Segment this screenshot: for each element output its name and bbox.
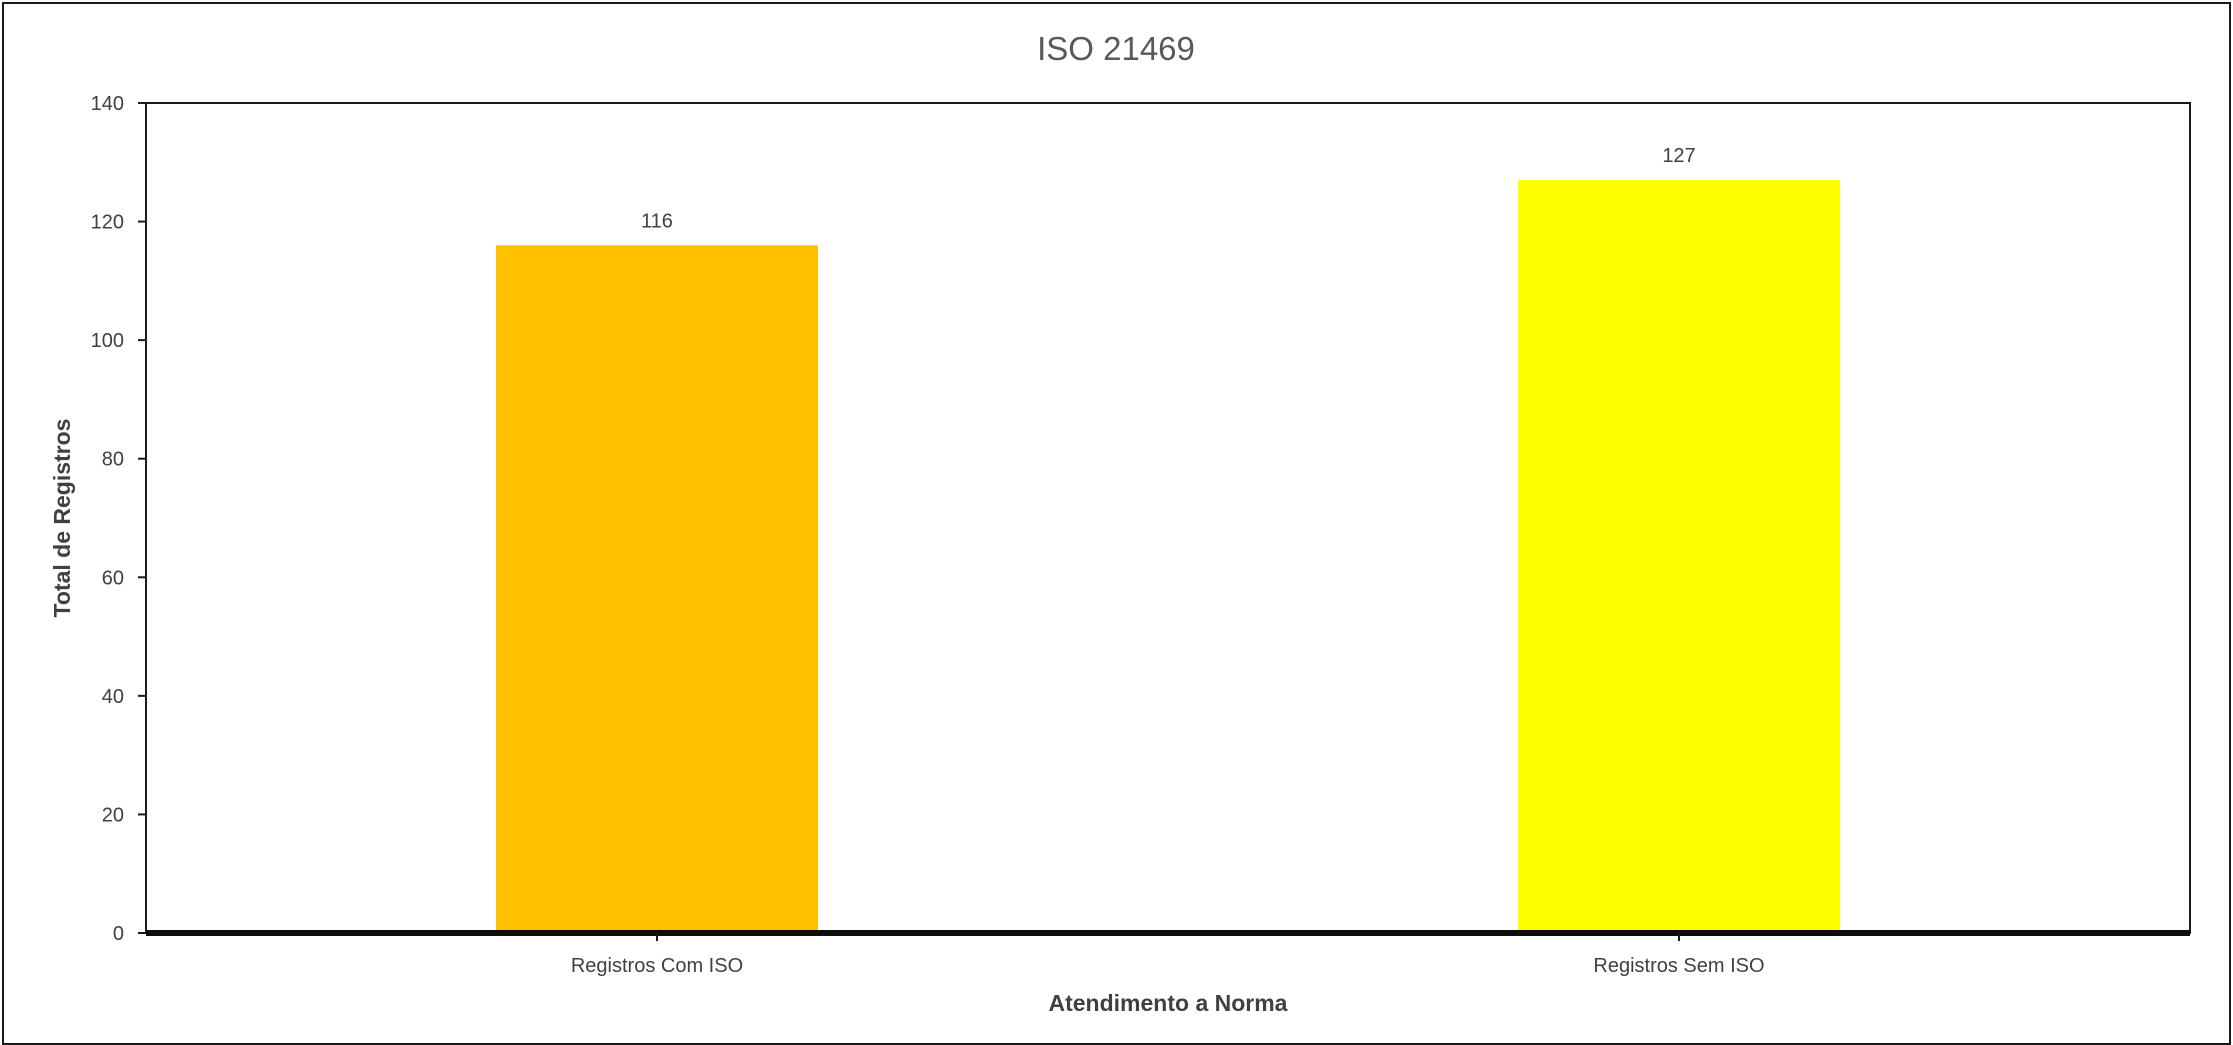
y-tick-label: 140 bbox=[91, 93, 124, 115]
y-tick-label: 100 bbox=[91, 330, 124, 352]
bars-group bbox=[496, 180, 1840, 934]
y-tick-label: 80 bbox=[102, 449, 124, 471]
plot-area bbox=[145, 102, 2191, 934]
data-labels-group: 116 127 bbox=[641, 145, 1696, 232]
y-tick-label: 0 bbox=[113, 923, 124, 945]
y-tick-label: 40 bbox=[102, 686, 124, 708]
chart-title: ISO 21469 bbox=[1037, 30, 1195, 67]
category-label-2: Registros Sem ISO bbox=[1593, 955, 1764, 977]
y-axis-ticks: 0 20 40 60 80 100 120 140 bbox=[91, 93, 146, 945]
bar-1 bbox=[496, 245, 818, 934]
data-label-1: 116 bbox=[641, 210, 673, 232]
y-tick-label: 20 bbox=[102, 804, 124, 826]
x-axis-title: Atendimento a Norma bbox=[1049, 990, 1288, 1016]
category-label-1: Registros Com ISO bbox=[571, 955, 743, 977]
y-tick-label: 60 bbox=[102, 567, 124, 589]
bar-2 bbox=[1518, 180, 1840, 934]
y-axis-title: Total de Registros bbox=[49, 419, 75, 618]
y-tick-label: 120 bbox=[91, 212, 124, 234]
category-labels-group: Registros Com ISO Registros Sem ISO bbox=[571, 933, 1765, 977]
data-label-2: 127 bbox=[1662, 145, 1695, 167]
